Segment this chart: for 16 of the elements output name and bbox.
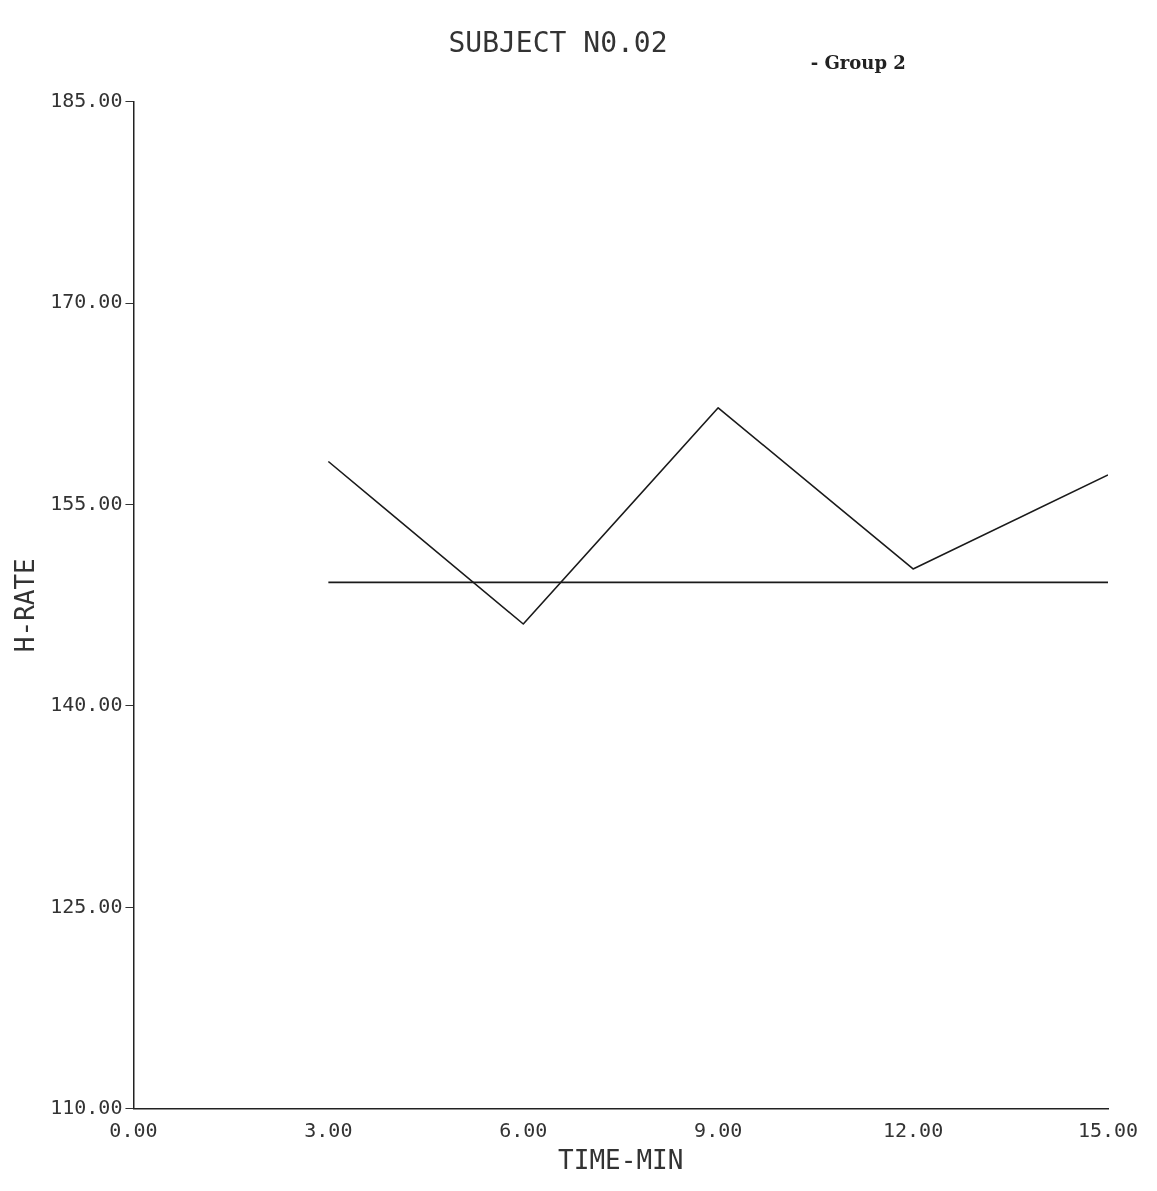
y-axis-title: H-RATE xyxy=(10,558,41,653)
y-tick-label: 155.00 xyxy=(50,490,123,515)
y-tick-label: 125.00 xyxy=(50,893,123,918)
x-tick-label: 0.00 xyxy=(109,1118,158,1142)
text: - Group 2 xyxy=(810,52,906,74)
x-tick-label: 15.00 xyxy=(1077,1118,1139,1142)
x-tick-label: 12.00 xyxy=(882,1118,944,1142)
x-tick-label: 3.00 xyxy=(304,1118,353,1142)
y-tick-label: 185.00 xyxy=(50,87,123,112)
y-tick-label: 170.00 xyxy=(50,289,123,314)
chart-title: SUBJECT N0.02 xyxy=(448,26,668,60)
x-tick-label: 6.00 xyxy=(499,1118,548,1142)
x-tick-label: 9.00 xyxy=(694,1118,743,1142)
x-axis-title: TIME-MIN xyxy=(558,1145,684,1176)
y-tick-label: 110.00 xyxy=(50,1095,123,1119)
y-tick-label: 140.00 xyxy=(50,692,123,717)
